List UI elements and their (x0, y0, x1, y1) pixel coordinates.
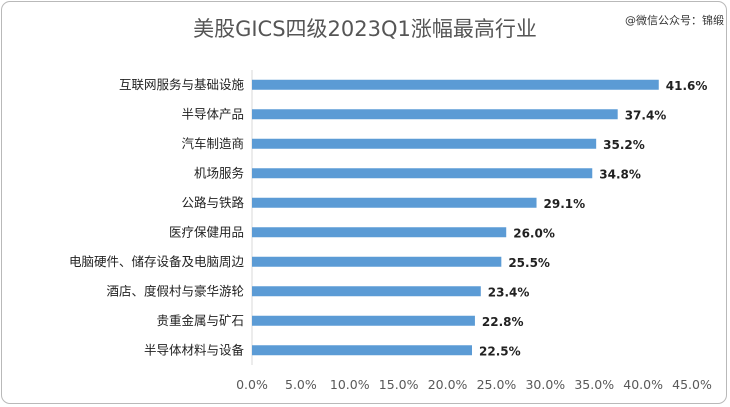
category-label: 贵重金属与矿石 (156, 313, 244, 328)
category-label: 酒店、度假村与豪华游轮 (106, 283, 244, 298)
bar (252, 227, 507, 238)
x-tick-label: 45.0% (672, 377, 712, 392)
bar (252, 345, 472, 356)
data-label: 25.5% (508, 256, 550, 270)
data-label: 41.6% (666, 79, 708, 93)
category-label: 汽车制造商 (181, 136, 244, 151)
bar (252, 256, 502, 267)
x-tick-label: 0.0% (236, 377, 268, 392)
data-label: 29.1% (544, 197, 586, 211)
watermark-text: @微信公众号：锦缎 (625, 14, 724, 27)
bar (252, 168, 593, 179)
category-label: 医疗保健用品 (169, 224, 244, 239)
category-label: 互联网服务与基础设施 (119, 77, 245, 92)
bar (252, 109, 618, 120)
x-tick-label: 15.0% (379, 377, 419, 392)
x-tick-label: 40.0% (623, 377, 663, 392)
x-tick-label: 35.0% (574, 377, 614, 392)
x-tick-label: 30.0% (525, 377, 565, 392)
data-label: 22.5% (479, 344, 521, 358)
category-label: 机场服务 (194, 165, 244, 180)
x-tick-label: 5.0% (285, 377, 317, 392)
data-label: 34.8% (599, 167, 641, 181)
bar (252, 286, 481, 297)
category-label: 半导体材料与设备 (144, 342, 245, 357)
bar (252, 138, 597, 149)
category-label: 半导体产品 (181, 106, 244, 121)
data-label: 22.8% (482, 315, 524, 329)
bar (252, 79, 659, 90)
category-label: 公路与铁路 (181, 195, 244, 210)
x-tick-label: 25.0% (477, 377, 517, 392)
data-label: 26.0% (513, 226, 555, 240)
data-label: 35.2% (603, 138, 645, 152)
x-tick-label: 20.0% (428, 377, 468, 392)
x-tick-label: 10.0% (330, 377, 370, 392)
bar (252, 197, 537, 208)
bar (252, 315, 475, 326)
category-label: 电脑硬件、储存设备及电脑周边 (69, 254, 245, 269)
data-label: 37.4% (625, 108, 667, 122)
data-label: 23.4% (488, 285, 530, 299)
chart-title: 美股GICS四级2023Q1涨幅最高行业 (193, 17, 537, 41)
